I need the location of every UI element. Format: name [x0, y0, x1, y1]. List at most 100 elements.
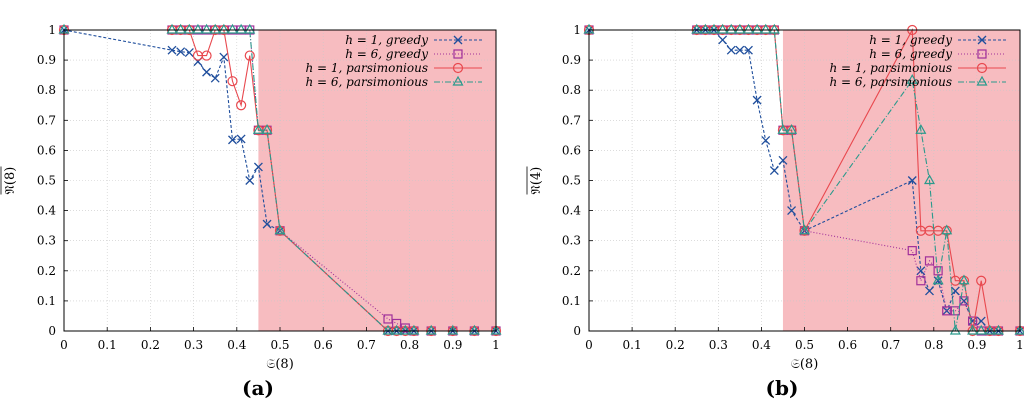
y-tick-label: 0	[48, 324, 56, 338]
data-point	[235, 23, 247, 34]
data-point	[218, 23, 230, 34]
data-point	[742, 23, 754, 34]
y-tick-label: 0.8	[37, 83, 56, 97]
data-point	[236, 100, 247, 111]
data-point	[932, 274, 944, 285]
x-tick-label: 0	[60, 338, 68, 352]
x-tick-label: 0.5	[795, 338, 814, 352]
data-point	[907, 246, 917, 256]
x-axis-label: 𝔖(8)	[791, 357, 819, 372]
data-point	[734, 23, 746, 34]
data-point	[950, 286, 960, 296]
y-tick-label: 0.4	[37, 204, 56, 218]
x-tick-label: 0.3	[184, 338, 203, 352]
data-point	[167, 45, 177, 55]
legend-swatch-marker	[453, 49, 463, 59]
legend-label: h = 6, greedy	[869, 47, 952, 61]
data-point	[245, 176, 255, 185]
y-tick-label: 0.7	[37, 113, 56, 127]
x-tick-label: 0.9	[967, 338, 986, 352]
x-tick-label: 1	[1016, 338, 1024, 352]
data-point	[975, 324, 987, 335]
data-point	[201, 50, 212, 61]
data-point	[769, 166, 779, 176]
x-tick-label: 0.2	[666, 338, 685, 352]
y-tick-label: 0	[573, 324, 581, 338]
data-point	[166, 23, 178, 34]
data-point	[992, 324, 1004, 335]
legend-label: h = 1, parsimonious	[305, 61, 428, 75]
y-tick-label: 0.1	[37, 294, 56, 308]
y-tick-label: 0.5	[37, 174, 56, 188]
data-point	[915, 124, 927, 134]
legend-label: h = 1, parsimonious	[829, 61, 952, 75]
data-point	[726, 45, 736, 55]
data-point	[274, 224, 286, 235]
data-point	[760, 23, 772, 34]
data-point	[383, 314, 393, 324]
x-tick-label: 0.5	[270, 338, 289, 352]
data-point	[447, 324, 459, 335]
data-point	[950, 306, 960, 316]
data-point	[778, 155, 788, 165]
data-point	[907, 176, 917, 185]
x-tick-label: 0.1	[623, 338, 642, 352]
legend-swatch-marker	[976, 75, 988, 86]
chart-panel-b: 0 0.1 0.2 0.3 0.4 0.5 0.6 0.7 0.8 0.9 1 0 0.1 0.2 0.3 0…	[526, 23, 1024, 400]
data-point	[392, 318, 402, 329]
data-point	[382, 324, 394, 335]
data-point	[744, 45, 753, 55]
y-tick-label: 0.5	[562, 174, 581, 188]
y-axis-label: 𝔑(4)	[529, 167, 544, 195]
data-point	[175, 23, 187, 34]
data-point	[252, 124, 264, 134]
data-point	[399, 324, 411, 335]
y-tick-label: 0.2	[37, 264, 56, 278]
x-tick-label: 0.6	[314, 338, 333, 352]
y-tick-label: 0.9	[37, 53, 56, 67]
data-point	[906, 74, 918, 84]
panel-label: (a)	[242, 376, 274, 400]
x-tick-label: 0.4	[227, 338, 246, 352]
x-tick-label: 1	[492, 338, 500, 352]
x-tick-label: 0.3	[709, 338, 728, 352]
legend-label: h = 6, parsimonious	[829, 75, 952, 89]
data-point	[949, 324, 961, 335]
x-tick-label: 0	[585, 338, 593, 352]
data-point	[984, 324, 996, 335]
y-tick-label: 0.6	[37, 143, 56, 157]
data-point	[244, 23, 256, 34]
data-point	[391, 324, 403, 335]
data-point	[219, 52, 229, 62]
x-tick-label: 0.2	[141, 338, 160, 352]
data-point	[228, 135, 237, 145]
data-point	[425, 324, 437, 335]
data-point	[752, 95, 762, 105]
data-point	[976, 275, 987, 286]
y-tick-label: 0.3	[37, 234, 56, 248]
x-tick-label: 0.7	[881, 338, 900, 352]
y-tick-label: 0.6	[562, 143, 581, 157]
data-point	[798, 224, 811, 235]
plot-frame	[63, 29, 497, 332]
legend-label: h = 1, greedy	[869, 33, 952, 47]
legend-swatch-marker	[977, 35, 987, 45]
y-tick-label: 0.9	[562, 53, 581, 67]
data-point	[201, 23, 213, 34]
data-point	[408, 324, 420, 335]
data-point	[261, 124, 273, 134]
data-point	[202, 67, 212, 77]
x-tick-label: 0.8	[400, 338, 419, 352]
data-point	[253, 162, 263, 172]
plot-frame	[588, 29, 1021, 332]
data-point	[708, 23, 720, 34]
x-tick-label: 0.9	[443, 338, 462, 352]
data-point	[976, 316, 986, 326]
data-point	[1014, 324, 1024, 335]
data-point	[262, 219, 272, 229]
y-tick-label: 1	[573, 23, 581, 37]
y-axis-label: 𝔑(8)	[3, 167, 18, 195]
panel-label: (b)	[766, 376, 799, 400]
data-point	[967, 324, 979, 335]
